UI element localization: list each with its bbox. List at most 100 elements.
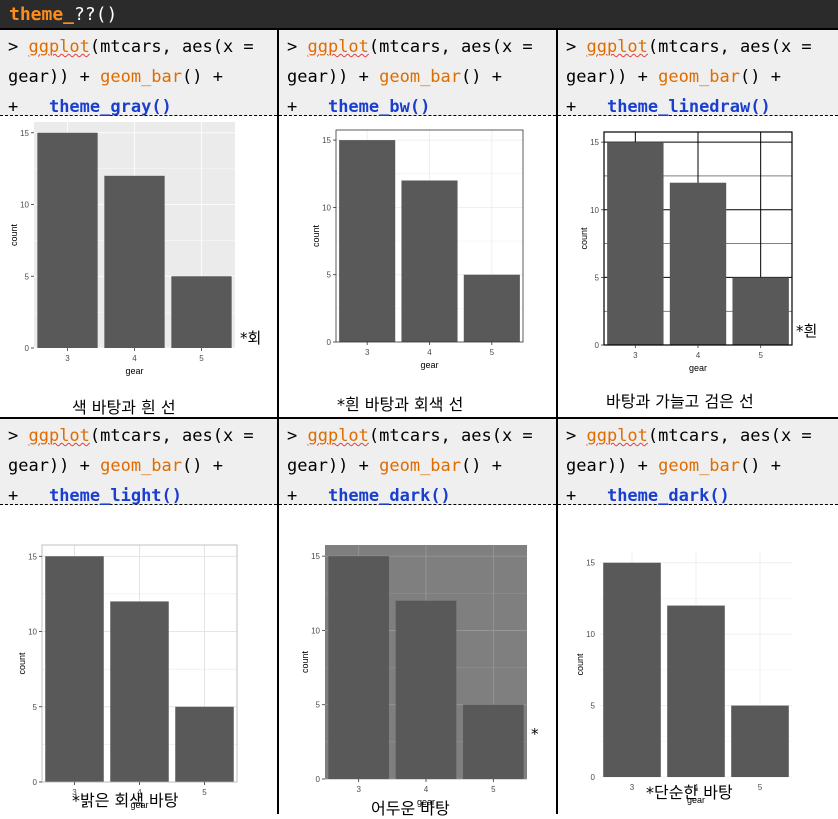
code-plus: () +	[740, 456, 781, 476]
code-gear: gear)) +	[287, 67, 380, 87]
y-axis-label: count	[300, 650, 310, 673]
x-tick-label: 4	[427, 348, 432, 357]
prompt-symbol: >	[566, 426, 587, 446]
y-tick-label: 15	[28, 552, 37, 561]
y-tick-label: 0	[595, 341, 600, 350]
x-axis-label: gear	[417, 797, 435, 807]
x-tick-label: 4	[137, 788, 142, 797]
panel-6: > ggplot(mtcars, aes(x = gear)) + geom_b…	[558, 419, 838, 814]
bar-gear-4	[667, 605, 725, 777]
divider-horizontal	[0, 417, 838, 419]
y-tick-label: 10	[586, 630, 595, 639]
y-axis-label: count	[579, 227, 589, 250]
theme-parens: ()	[409, 97, 431, 117]
x-tick-label: 4	[132, 354, 137, 363]
code-block: > ggplot(mtcars, aes(x = gear)) + geom_b…	[0, 419, 277, 506]
bar-gear-5	[463, 704, 524, 779]
panel-caption: 어두운 바탕	[371, 799, 450, 818]
prompt-symbol: >	[8, 426, 29, 446]
theme-fn: theme_bw	[327, 97, 410, 117]
x-axis-label: gear	[689, 363, 707, 373]
code-args: (mtcars, aes(x =	[647, 37, 812, 57]
panel-note: *	[531, 725, 539, 743]
divider-vertical-2	[556, 30, 558, 814]
bar-chart: 0 5 10 15 3 4 5 gear count	[579, 131, 793, 373]
x-tick-label: 5	[491, 785, 496, 794]
y-axis-label: count	[17, 652, 27, 675]
code-block: > ggplot(mtcars, aes(x = gear)) + geom_b…	[279, 30, 556, 117]
bar-gear-5	[171, 276, 232, 348]
code-plus: () +	[740, 67, 781, 87]
geom-bar-fn: geom_bar	[379, 67, 462, 87]
panel-caption: 색 바탕과 흰 선	[72, 398, 176, 417]
y-tick-label: 5	[595, 273, 600, 282]
panel-4: > ggplot(mtcars, aes(x = gear)) + geom_b…	[0, 419, 277, 814]
geom-bar-fn: geom_bar	[658, 67, 741, 87]
bar-gear-4	[104, 175, 165, 348]
geom-bar-fn: geom_bar	[100, 67, 183, 87]
y-tick-label: 5	[327, 271, 332, 280]
y-tick-label: 0	[25, 344, 30, 353]
y-tick-label: 15	[586, 559, 595, 568]
x-axis-label: gear	[125, 366, 143, 376]
x-axis-label: gear	[687, 795, 705, 805]
y-tick-label: 10	[322, 203, 331, 212]
ggplot-fn: ggplot	[586, 37, 648, 57]
theme-fn: theme_dark	[327, 486, 431, 506]
x-tick-label: 3	[72, 788, 77, 797]
x-tick-label: 3	[630, 783, 635, 792]
code-continue: +	[287, 486, 328, 506]
theme-parens: ()	[750, 97, 771, 117]
theme-grid: > ggplot(mtcars, aes(x = gear)) + geom_b…	[0, 30, 838, 818]
code-gear: gear)) +	[8, 67, 101, 87]
title-bar: theme_??()	[0, 0, 838, 30]
bar-gear-3	[607, 142, 664, 345]
x-tick-label: 5	[202, 788, 207, 797]
bar-chart: 0 5 10 15 3 4 5 gear count	[311, 129, 524, 370]
y-tick-label: 0	[316, 775, 321, 784]
code-args: (mtcars, aes(x =	[647, 426, 812, 446]
y-axis-label: count	[311, 224, 321, 247]
bar-gear-3	[339, 140, 396, 342]
theme-parens: ()	[709, 486, 730, 506]
code-plus: () +	[461, 67, 502, 87]
y-tick-label: 15	[311, 552, 320, 561]
y-tick-label: 5	[591, 702, 596, 711]
code-block: > ggplot(mtcars, aes(x = gear)) + geom_b…	[279, 419, 556, 506]
code-gear: gear)) +	[566, 67, 659, 87]
code-continue: +	[8, 486, 49, 506]
bar-gear-5	[732, 277, 789, 345]
y-tick-label: 15	[20, 129, 29, 138]
theme-parens: ()	[430, 486, 451, 506]
x-tick-label: 3	[65, 354, 70, 363]
theme-parens: ()	[151, 97, 172, 117]
panel-note: *흰	[796, 322, 818, 340]
bar-gear-4	[669, 182, 727, 345]
code-plus: () +	[461, 456, 502, 476]
bar-chart: 0 5 10 15 3 4 5 gear count	[9, 122, 235, 376]
panel-caption: 바탕과 가늘고 검은 선	[606, 392, 754, 411]
bar-chart: 0 5 10 15 3 4 5 gear count	[575, 552, 792, 805]
x-tick-label: 4	[696, 351, 701, 360]
code-gear: gear)) +	[8, 456, 101, 476]
prompt-symbol: >	[566, 37, 587, 57]
ggplot-fn: ggplot	[28, 426, 90, 446]
code-gear: gear)) +	[287, 456, 380, 476]
code-continue: +	[566, 486, 607, 506]
x-tick-label: 3	[633, 351, 638, 360]
ggplot-fn: ggplot	[307, 37, 369, 57]
bar-gear-3	[328, 556, 389, 779]
ggplot-fn: ggplot	[307, 426, 369, 446]
theme-fn: theme_dark	[606, 486, 710, 506]
y-tick-label: 10	[590, 206, 599, 215]
y-axis-label: count	[9, 223, 19, 246]
y-tick-label: 15	[322, 136, 331, 145]
panel-note: *회	[240, 329, 262, 347]
geom-bar-fn: geom_bar	[658, 456, 741, 476]
theme-fn: theme_gray	[48, 97, 152, 117]
bar-gear-3	[37, 132, 98, 348]
x-axis-label: gear	[420, 360, 438, 370]
y-tick-label: 5	[316, 701, 321, 710]
code-block: > ggplot(mtcars, aes(x = gear)) + geom_b…	[558, 419, 838, 506]
title-suffix: ??()	[74, 4, 118, 25]
